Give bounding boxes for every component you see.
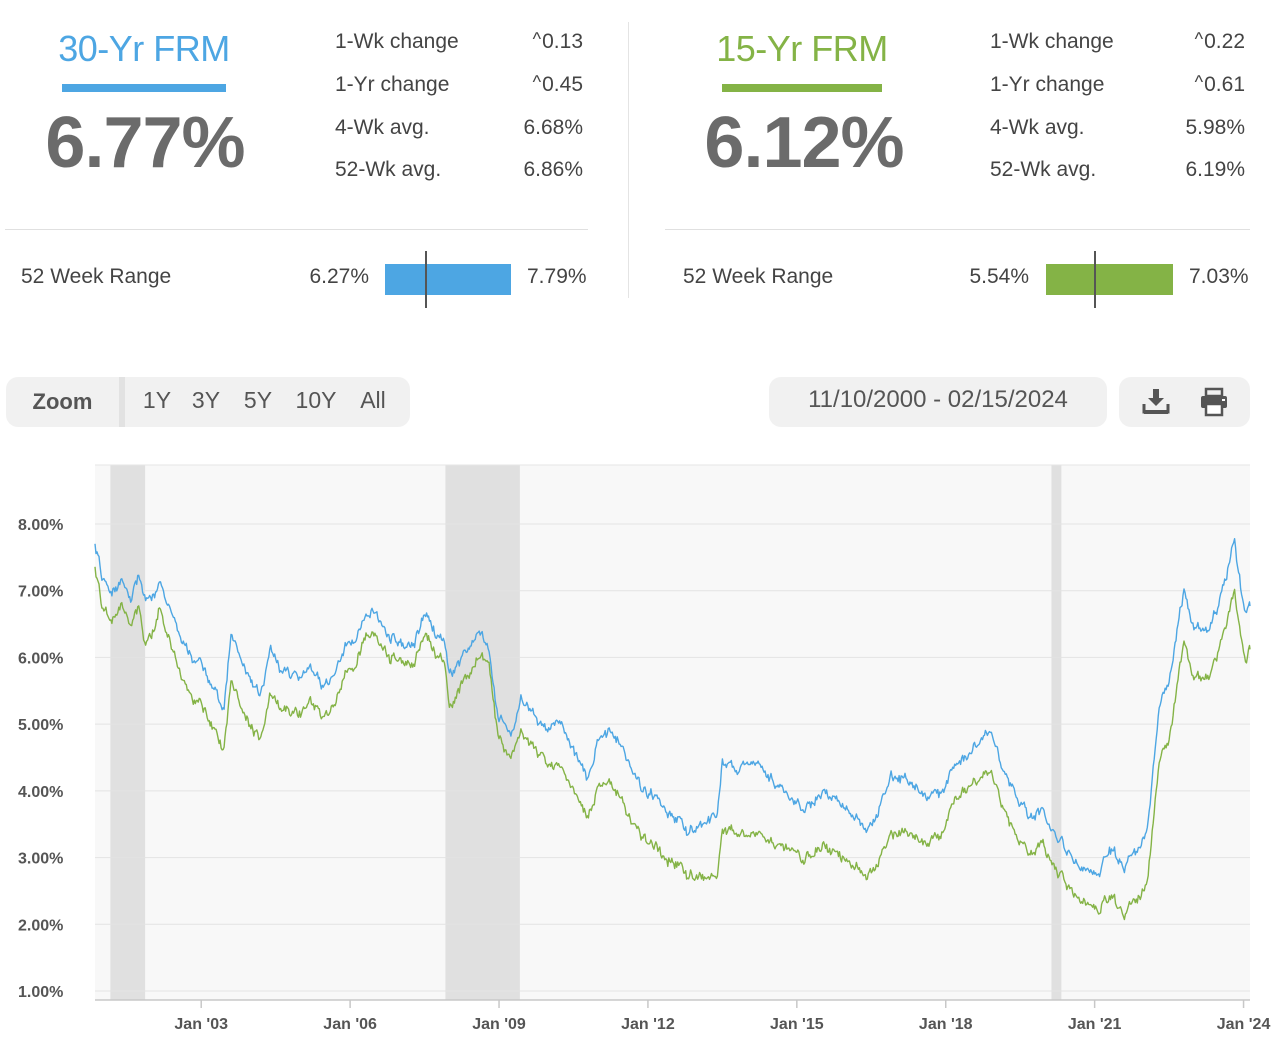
stat-label: 1-Yr change (990, 73, 1105, 96)
gridlines (95, 464, 1250, 992)
zoom-10y-button[interactable]: 10Y (295, 387, 337, 413)
stat-value: 5.98% (1185, 116, 1245, 139)
stat-row-1yr: 1-Yr change ^0.45 (335, 72, 583, 103)
recession-band (110, 465, 146, 1000)
print-icon[interactable] (1197, 386, 1231, 418)
caret-up-icon: ^ (1194, 29, 1204, 49)
stat-value: ^0.22 (1194, 29, 1245, 53)
stat-row-52wk: 52-Wk avg. 6.86% (335, 158, 583, 188)
divider (665, 229, 1250, 230)
recession-band (445, 465, 520, 1000)
fifteen-year-rate: 6.12% (704, 103, 904, 183)
y-tick-label: 4.00% (18, 784, 63, 801)
stat-value: ^0.13 (532, 29, 583, 53)
axes: 1.00% 2.00% 3.00% 4.00% 5.00% 6.00% 7.00% 8.00%… (18, 517, 1270, 1033)
stat-label: 1-Yr change (335, 73, 450, 96)
stat-label: 1-Wk change (335, 30, 459, 53)
zoom-label: Zoom (32, 389, 93, 414)
y-tick-label: 7.00% (18, 584, 63, 601)
stat-row-52wk: 52-Wk avg. 6.19% (990, 158, 1245, 188)
x-tick-label: Jan '12 (621, 1016, 675, 1033)
stat-row-4wk: 4-Wk avg. 6.68% (335, 116, 583, 146)
chart-tools (1119, 377, 1250, 427)
zoom-control: Zoom 1Y 3Y 5Y 10Y All (6, 377, 410, 427)
stat-value: ^0.45 (532, 72, 583, 96)
stat-label: 52-Wk avg. (990, 158, 1097, 181)
divider (5, 229, 588, 230)
range-marker (425, 251, 428, 308)
caret-up-icon: ^ (1194, 72, 1204, 92)
y-tick-label: 2.00% (18, 917, 63, 934)
plot-background (95, 465, 1250, 1000)
mortgage-rate-chart: 1.00% 2.00% 3.00% 4.00% 5.00% 6.00% 7.00% 8.00%… (18, 464, 1270, 1033)
range-low: 6.27% (309, 265, 369, 288)
y-tick-label: 3.00% (18, 851, 63, 868)
range-label: 52 Week Range (21, 265, 172, 288)
stat-label: 52-Wk avg. (335, 158, 442, 181)
caret-up-icon: ^ (532, 29, 542, 49)
fifteen-year-title: 15-Yr FRM (716, 28, 888, 69)
zoom-1y-button[interactable]: 1Y (142, 387, 172, 413)
y-tick-label: 1.00% (18, 984, 63, 1001)
stat-row-1wk: 1-Wk change ^0.22 (990, 29, 1245, 60)
stat-value: 6.86% (523, 158, 583, 181)
thirty-year-panel: 30-Yr FRM 6.77% 1-Wk change ^0.13 1-Yr c… (5, 0, 588, 308)
stat-label: 4-Wk avg. (335, 116, 430, 139)
y-tick-label: 6.00% (18, 650, 63, 667)
stat-value: 6.19% (1185, 158, 1245, 181)
fifteen-year-panel: 15-Yr FRM 6.12% 1-Wk change ^0.22 1-Yr c… (665, 0, 1250, 308)
x-tick-label: Jan '03 (174, 1016, 228, 1033)
x-tick-label: Jan '15 (770, 1016, 824, 1033)
x-tick-label: Jan '18 (919, 1016, 973, 1033)
range-high: 7.79% (527, 265, 587, 288)
recession-band (1051, 465, 1062, 1000)
thirty-year-rate: 6.77% (45, 103, 245, 183)
stat-value: 6.68% (523, 116, 583, 139)
panel-divider (628, 22, 629, 298)
stat-row-4wk: 4-Wk avg. 5.98% (990, 116, 1245, 146)
range-bar (385, 264, 511, 295)
zoom-separator (119, 377, 125, 427)
thirty-year-underline (62, 84, 226, 92)
stat-label: 4-Wk avg. (990, 116, 1085, 139)
range-high: 7.03% (1189, 265, 1249, 288)
fifteen-series-line (94, 566, 1251, 921)
range-low: 5.54% (969, 265, 1029, 288)
fifteen-year-underline (722, 84, 882, 92)
x-tick-label: Jan '09 (472, 1016, 526, 1033)
stat-value: ^0.61 (1194, 72, 1245, 96)
range-label: 52 Week Range (683, 265, 834, 288)
zoom-5y-button[interactable]: 5Y (243, 387, 273, 413)
series-lines (94, 538, 1251, 921)
stat-label: 1-Wk change (990, 30, 1114, 53)
stat-row-1wk: 1-Wk change ^0.13 (335, 29, 583, 60)
y-tick-label: 8.00% (18, 517, 63, 534)
recession-bands (110, 465, 1062, 1000)
x-tick-label: Jan '06 (323, 1016, 377, 1033)
download-icon[interactable] (1139, 386, 1173, 418)
x-tick-label: Jan '21 (1068, 1016, 1122, 1033)
x-tick-label: Jan '24 (1217, 1016, 1271, 1033)
zoom-3y-button[interactable]: 3Y (191, 387, 221, 413)
thirty-series-line (94, 538, 1251, 878)
y-tick-label: 5.00% (18, 717, 63, 734)
range-bar (1046, 264, 1173, 295)
caret-up-icon: ^ (532, 72, 542, 92)
zoom-all-button[interactable]: All (360, 387, 386, 413)
date-range-field[interactable]: 11/10/2000 - 02/15/2024 (769, 377, 1107, 427)
range-marker (1094, 251, 1097, 308)
stat-row-1yr: 1-Yr change ^0.61 (990, 72, 1245, 103)
thirty-year-title: 30-Yr FRM (58, 28, 230, 69)
